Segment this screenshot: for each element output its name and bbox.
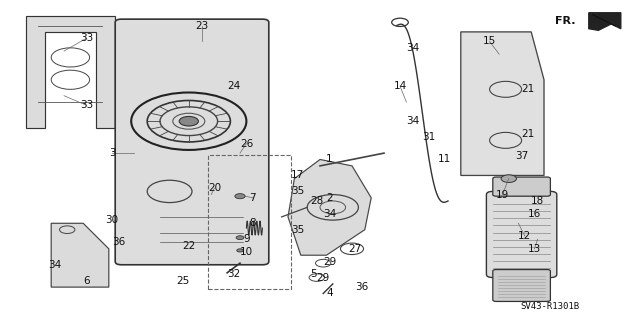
Circle shape: [179, 116, 198, 126]
Text: 36: 36: [355, 282, 368, 292]
Polygon shape: [592, 14, 616, 26]
Text: 21: 21: [522, 129, 534, 139]
Text: 2: 2: [326, 193, 333, 203]
Text: 5: 5: [310, 269, 317, 279]
Text: 33: 33: [80, 33, 93, 43]
Text: 32: 32: [227, 269, 240, 279]
Text: 31: 31: [422, 132, 435, 142]
Polygon shape: [51, 223, 109, 287]
Text: 33: 33: [80, 100, 93, 110]
Text: 26: 26: [240, 138, 253, 149]
Text: 29: 29: [317, 272, 330, 283]
Text: 9: 9: [243, 234, 250, 244]
Text: 10: 10: [240, 247, 253, 257]
Text: 35: 35: [291, 186, 304, 197]
Text: 13: 13: [528, 244, 541, 254]
Polygon shape: [461, 32, 544, 175]
Circle shape: [501, 175, 516, 182]
Text: 37: 37: [515, 151, 528, 161]
Text: 36: 36: [112, 237, 125, 248]
Polygon shape: [288, 160, 371, 255]
Text: 8: 8: [250, 218, 256, 228]
Text: 11: 11: [438, 154, 451, 165]
Text: 21: 21: [522, 84, 534, 94]
FancyBboxPatch shape: [493, 270, 550, 301]
Text: 16: 16: [528, 209, 541, 219]
Polygon shape: [26, 16, 115, 128]
Text: 24: 24: [227, 81, 240, 91]
Bar: [208, 155, 291, 289]
Text: 30: 30: [106, 215, 118, 225]
FancyBboxPatch shape: [493, 177, 550, 196]
Text: 1: 1: [326, 154, 333, 165]
Text: 23: 23: [195, 20, 208, 31]
Text: 20: 20: [208, 183, 221, 193]
Text: 7: 7: [250, 193, 256, 203]
Text: 3: 3: [109, 148, 115, 158]
Text: 34: 34: [406, 43, 419, 53]
Text: 17: 17: [291, 170, 304, 181]
Text: 34: 34: [323, 209, 336, 219]
Text: FR.: FR.: [556, 16, 576, 26]
Text: 18: 18: [531, 196, 544, 206]
Text: 34: 34: [406, 116, 419, 126]
Polygon shape: [589, 13, 621, 30]
Text: 19: 19: [496, 189, 509, 200]
Text: SV43-R1301B: SV43-R1301B: [521, 302, 580, 311]
Circle shape: [235, 194, 245, 199]
Circle shape: [236, 236, 244, 240]
Text: 28: 28: [310, 196, 323, 206]
Text: 34: 34: [48, 260, 61, 270]
Text: 25: 25: [176, 276, 189, 286]
Text: 22: 22: [182, 241, 195, 251]
Circle shape: [237, 249, 243, 252]
Text: 6: 6: [83, 276, 90, 286]
FancyBboxPatch shape: [115, 19, 269, 265]
Text: 4: 4: [326, 288, 333, 299]
Text: 12: 12: [518, 231, 531, 241]
FancyBboxPatch shape: [486, 191, 557, 278]
Text: 14: 14: [394, 81, 406, 91]
Text: 27: 27: [349, 244, 362, 254]
Text: 29: 29: [323, 256, 336, 267]
Text: 35: 35: [291, 225, 304, 235]
Text: 15: 15: [483, 36, 496, 47]
